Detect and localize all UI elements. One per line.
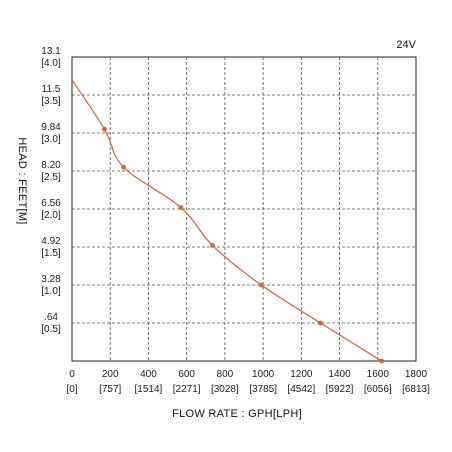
x-tick-sublabel: [6056]	[364, 384, 392, 395]
data-point	[318, 320, 323, 326]
y-tick-sublabel: [3.0]	[41, 134, 61, 145]
y-tick-sublabel: [2.0]	[41, 210, 61, 221]
y-tick-label: 4.92	[41, 236, 61, 247]
x-tick-sublabel: [1514]	[135, 384, 163, 395]
x-tick-sublabel: [4542]	[287, 384, 315, 395]
x-tick-label: 1400	[328, 369, 351, 380]
data-point	[210, 243, 215, 248]
data-point	[102, 126, 107, 132]
series	[71, 79, 384, 364]
y-tick-sublabel: [0.5]	[41, 324, 61, 335]
y-tick-label: 3.28	[41, 274, 61, 285]
voltage-annotation: 24V	[396, 39, 416, 51]
x-tick-label: 1000	[252, 369, 275, 380]
y-tick-label: 8.20	[41, 160, 61, 171]
x-tick-sublabel: [5922]	[326, 384, 354, 395]
y-tick-sublabel: [1.5]	[41, 248, 61, 259]
y-tick-label: 11.5	[42, 84, 61, 95]
x-tick-label: 600	[178, 369, 195, 380]
x-tick-label: 200	[102, 369, 119, 380]
y-tick-sublabel: [1.0]	[41, 286, 61, 297]
x-tick-label: 1600	[367, 369, 390, 380]
data-point	[258, 282, 264, 288]
y-axis-ticks: 13.1[4.0] 11.5[3.5] 9.84[3.0] 8.20[2.5] 6.56…	[41, 46, 61, 335]
data-point	[379, 358, 384, 364]
y-tick-label: .64	[44, 312, 58, 323]
y-tick-label: 9.84	[41, 122, 61, 133]
y-tick-label: 13.1	[41, 46, 61, 57]
y-tick-sublabel: [3.5]	[41, 96, 61, 107]
plot-frame	[71, 56, 417, 362]
x-axis-title: FLOW RATE : GPH[LPH]	[172, 408, 302, 420]
y-tick-sublabel: [2.5]	[41, 172, 61, 183]
x-tick-label: 800	[217, 369, 234, 380]
x-tick-label: 400	[140, 369, 157, 380]
x-tick-sublabel: [757]	[99, 384, 121, 395]
y-tick-sublabel: [4.0]	[41, 58, 61, 69]
x-axis-ticks: 0 [0] 200 [757] 400 [1514] 600 [2271] 800 [3028] 1…	[66, 369, 430, 395]
data-point	[178, 205, 184, 210]
series-line	[71, 79, 382, 362]
x-tick-label: 1200	[290, 369, 313, 380]
data-point	[121, 164, 126, 170]
y-axis-title: HEAD : FEET[M]	[16, 137, 28, 224]
y-tick-label: 6.56	[41, 198, 61, 209]
x-tick-sublabel: [6813]	[402, 384, 430, 395]
grid	[72, 57, 416, 361]
x-tick-label: 1800	[405, 369, 428, 380]
x-tick-sublabel: [3785]	[249, 384, 277, 395]
x-tick-label: 0	[69, 369, 75, 380]
x-tick-sublabel: [3028]	[211, 384, 239, 395]
x-tick-sublabel: [2271]	[173, 384, 201, 395]
x-tick-sublabel: [0]	[66, 384, 77, 395]
